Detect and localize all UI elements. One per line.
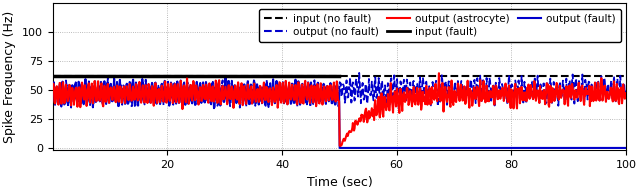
Y-axis label: Spike Frequency (Hz): Spike Frequency (Hz) bbox=[3, 11, 17, 143]
Legend: input (no fault), output (no fault), output (astrocyte), input (fault), output (: input (no fault), output (no fault), out… bbox=[259, 9, 621, 42]
X-axis label: Time (sec): Time (sec) bbox=[307, 175, 372, 189]
